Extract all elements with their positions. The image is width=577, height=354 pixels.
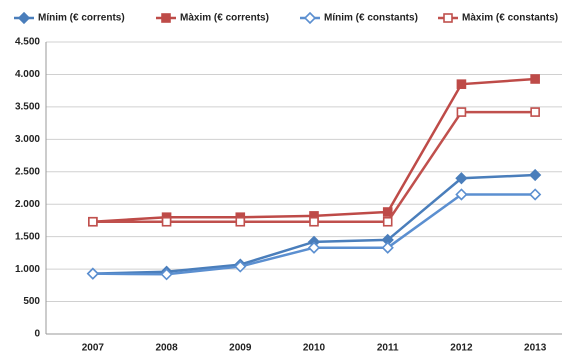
- data-point: [382, 216, 393, 227]
- data-point: [455, 188, 468, 201]
- data-point: [455, 172, 468, 185]
- data-point: [307, 241, 321, 254]
- legend-marker: [303, 11, 317, 25]
- y-tick-label: 2.000: [15, 199, 40, 210]
- y-tick-label: 3.500: [15, 102, 40, 113]
- data-point: [88, 216, 98, 227]
- legend-marker: [17, 11, 31, 25]
- data-point: [86, 267, 99, 280]
- y-tick-label: 4.500: [15, 37, 40, 48]
- x-tick-label: 2011: [377, 343, 399, 354]
- legend-label: Màxim (€ constants): [462, 13, 558, 24]
- x-tick-label: 2013: [524, 343, 547, 354]
- series-line: [92, 77, 536, 223]
- series-line: [92, 110, 536, 223]
- legend-marker: [161, 13, 171, 23]
- x-tick-label: 2008: [155, 343, 178, 354]
- series-line: [92, 193, 536, 276]
- y-tick-label: 1.000: [15, 264, 40, 275]
- y-tick-label: 4.000: [15, 69, 40, 80]
- x-tick-label: 2009: [229, 343, 252, 354]
- data-point: [530, 107, 540, 117]
- data-point: [235, 216, 246, 227]
- legend-label: Mínim (€ corrents): [38, 13, 125, 24]
- data-point: [234, 260, 247, 273]
- data-point: [161, 216, 172, 227]
- data-point: [381, 241, 394, 254]
- data-point: [456, 107, 467, 117]
- data-point: [382, 207, 393, 217]
- y-tick-label: 0: [34, 329, 40, 340]
- data-point: [529, 188, 542, 201]
- data-point: [309, 216, 319, 227]
- y-tick-label: 500: [23, 296, 40, 307]
- x-tick-label: 2012: [450, 343, 473, 354]
- legend-label: Màxim (€ corrents): [180, 13, 269, 24]
- data-point: [456, 79, 467, 89]
- data-point: [160, 268, 173, 281]
- legend-label: Mínim (€ constants): [324, 13, 418, 24]
- data-point: [529, 168, 542, 182]
- x-tick-label: 2010: [303, 343, 326, 354]
- x-tick-label: 2007: [82, 343, 105, 354]
- legend-marker: [443, 13, 453, 23]
- data-point: [530, 74, 540, 84]
- y-tick-label: 1.500: [15, 231, 40, 242]
- y-tick-label: 3.000: [15, 134, 40, 145]
- y-tick-label: 2.500: [15, 166, 40, 177]
